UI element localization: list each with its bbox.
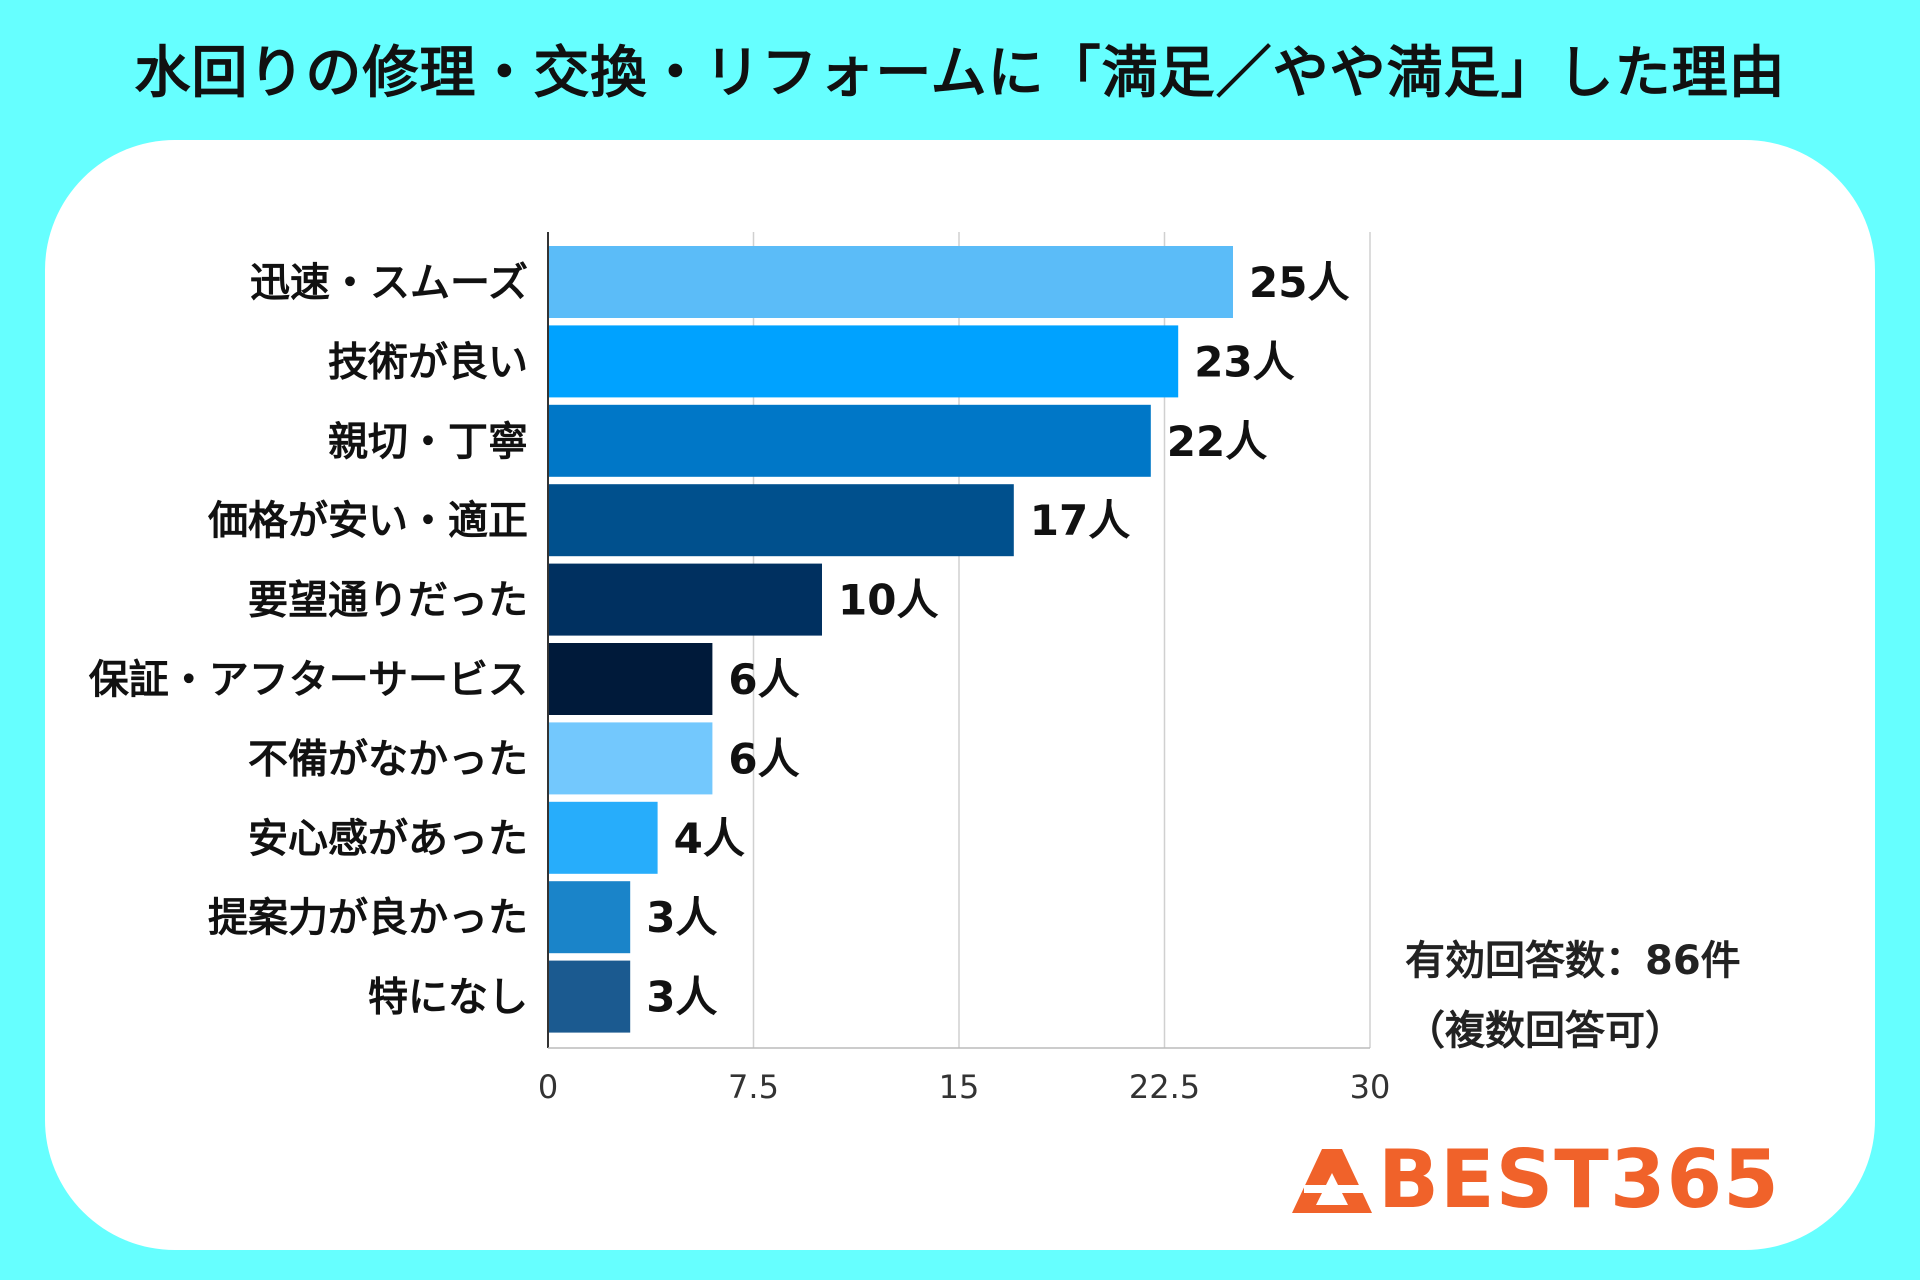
category-label: 特になし <box>368 975 528 1021</box>
category-label: 要望通りだった <box>248 578 528 624</box>
multiple-answer-note: （複数回答可） <box>1405 1008 1685 1054</box>
logo-text: BEST365 <box>1378 1133 1780 1226</box>
data-label: 22人 <box>1167 417 1267 466</box>
bar <box>549 246 1233 318</box>
bar <box>549 722 713 795</box>
category-label: 提案力が良かった <box>208 895 528 941</box>
category-label: 不備がなかった <box>248 736 528 782</box>
bar <box>549 484 1014 557</box>
chart-title: 水回りの修理・交換・リフォームに「満足／やや満足」した理由 <box>134 41 1786 106</box>
data-label: 3人 <box>646 973 717 1022</box>
data-label: 25人 <box>1249 258 1349 307</box>
x-tick-label: 7.5 <box>728 1068 779 1106</box>
bar <box>549 881 631 954</box>
category-label: 技術が良い <box>328 339 528 385</box>
bar <box>549 563 822 636</box>
chart-card <box>45 140 1875 1250</box>
category-label: 安心感があった <box>248 816 528 862</box>
x-tick-label: 22.5 <box>1129 1068 1200 1106</box>
data-label: 6人 <box>728 655 799 704</box>
data-label: 6人 <box>728 734 799 783</box>
bar <box>549 801 658 874</box>
brand-logo: BEST365 <box>1290 1140 1780 1220</box>
x-tick-label: 30 <box>1350 1068 1391 1106</box>
data-label: 23人 <box>1194 337 1294 386</box>
data-label: 17人 <box>1030 496 1130 545</box>
bar <box>549 404 1151 477</box>
data-label: 3人 <box>646 893 717 942</box>
logo-mark-icon <box>1292 1149 1372 1213</box>
category-label: 保証・アフターサービス <box>89 657 528 703</box>
data-label: 10人 <box>838 576 938 625</box>
data-label: 4人 <box>674 814 745 863</box>
bar <box>549 643 713 715</box>
category-label: 親切・丁寧 <box>328 419 528 465</box>
response-count-note: 有効回答数：86件 <box>1405 938 1741 984</box>
category-label: 価格が安い・適正 <box>207 498 528 544</box>
x-tick-label: 15 <box>939 1068 980 1106</box>
category-label: 迅速・スムーズ <box>250 260 528 306</box>
bar <box>549 960 631 1033</box>
bar <box>549 325 1179 398</box>
x-tick-label: 0 <box>538 1068 558 1106</box>
